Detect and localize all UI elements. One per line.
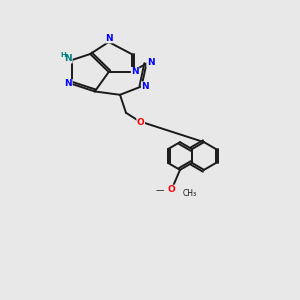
Text: N: N (105, 34, 112, 43)
Text: O: O (167, 185, 175, 194)
Text: N: N (64, 54, 72, 63)
Text: N: N (141, 82, 149, 91)
Text: N: N (64, 80, 72, 88)
Text: O: O (137, 118, 145, 127)
Text: N: N (147, 58, 154, 67)
Text: N: N (131, 68, 139, 76)
Text: —: — (156, 186, 164, 195)
Text: CH₃: CH₃ (182, 189, 197, 198)
Text: H: H (60, 52, 66, 58)
